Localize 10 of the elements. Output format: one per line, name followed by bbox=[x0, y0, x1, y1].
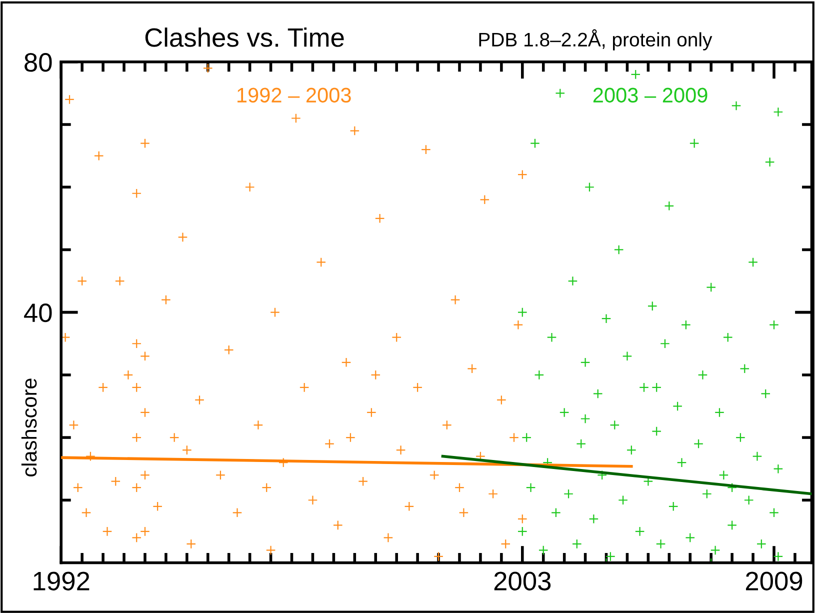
x-tick-label: 2009 bbox=[746, 572, 802, 590]
x-tick-label: 2003 bbox=[494, 572, 551, 590]
y-tick-label: 40 bbox=[24, 303, 52, 322]
chart-title: Clashes vs. Time bbox=[145, 28, 344, 47]
chart-subtitle: PDB 1.8–2.2Å, protein only bbox=[479, 29, 712, 50]
y-axis-title: clashscore bbox=[21, 378, 37, 476]
series-label: 1992 – 2003 bbox=[238, 88, 351, 103]
y-tick-label: 80 bbox=[24, 53, 52, 72]
x-tick-label: 1992 bbox=[34, 572, 90, 590]
series-label: 2003 – 2009 bbox=[593, 88, 708, 103]
